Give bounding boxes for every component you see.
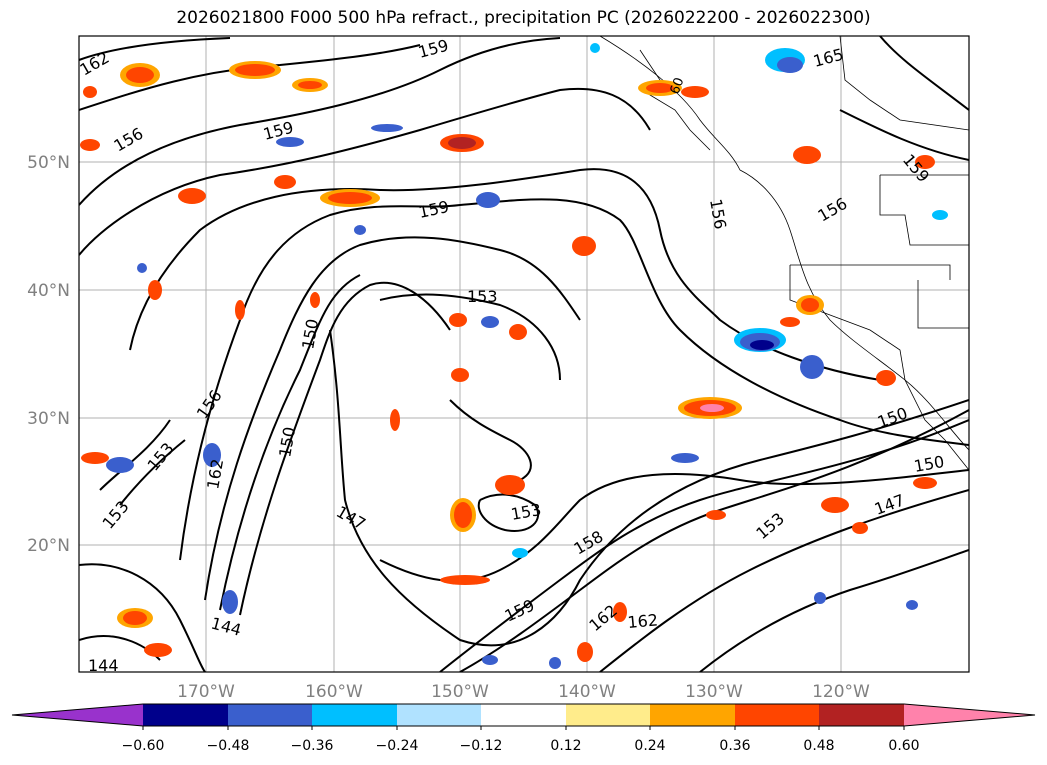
map-plot: 162 159 156 159 153 159 150 156 153 162 … [79,36,969,675]
lat-label-30n: 30°N [27,409,70,429]
lon-label-120w: 120°W [812,682,870,702]
colorbar: −0.60 −0.48 −0.36 −0.24 −0.12 0.12 0.24 … [11,703,1036,754]
colorbar-tick-label: −0.12 [460,738,503,754]
lon-axis-labels: 170°W 160°W 150°W 140°W 130°W 120°W [177,682,870,702]
colorbar-segment [143,704,228,726]
lat-label-20n: 20°N [27,536,70,556]
map-frame [78,35,970,673]
precip-negative [106,43,948,669]
colorbar-tick-label: 0.24 [634,738,665,754]
colorbar-segment [481,704,566,726]
lon-label-160w: 160°W [305,682,363,702]
colorbar-extend-high [904,704,1035,726]
precip-positive [80,61,937,662]
map-title: 2026021800 F000 500 hPa refract., precip… [176,8,871,28]
colorbar-tick-label: −0.60 [122,738,165,754]
colorbar-tick-label: 0.12 [550,738,581,754]
lon-label-130w: 130°W [685,682,743,702]
colorbar-segment [228,704,312,726]
colorbar-tick-label: 0.60 [888,738,919,754]
colorbar-tick-label: −0.36 [291,738,334,754]
colorbar-extend-low [12,704,143,726]
colorbar-tick-label: −0.24 [376,738,419,754]
colorbar-segment [312,704,397,726]
colorbar-tick-label: 0.48 [803,738,834,754]
colorbar-tick-label: 0.36 [719,738,750,754]
coastlines [599,36,969,471]
lat-label-40n: 40°N [27,281,70,301]
colorbar-tick-label: −0.48 [207,738,250,754]
colorbar-segment [397,704,481,726]
lat-axis-labels: 50°N 40°N 30°N 20°N [27,153,70,556]
colorbar-segment [566,704,650,726]
refractivity-contours [79,36,969,672]
contour-label: 162 [627,610,659,632]
colorbar-segment [819,704,904,726]
contour-label: 60 [668,76,688,97]
lat-label-50n: 50°N [27,153,70,173]
lon-label-150w: 150°W [431,682,489,702]
colorbar-segment [650,704,735,726]
contour-label: 153 [467,287,498,306]
colorbar-segment [735,704,819,726]
lon-label-140w: 140°W [558,682,616,702]
lon-label-170w: 170°W [177,682,235,702]
contour-label: 144 [88,656,119,675]
